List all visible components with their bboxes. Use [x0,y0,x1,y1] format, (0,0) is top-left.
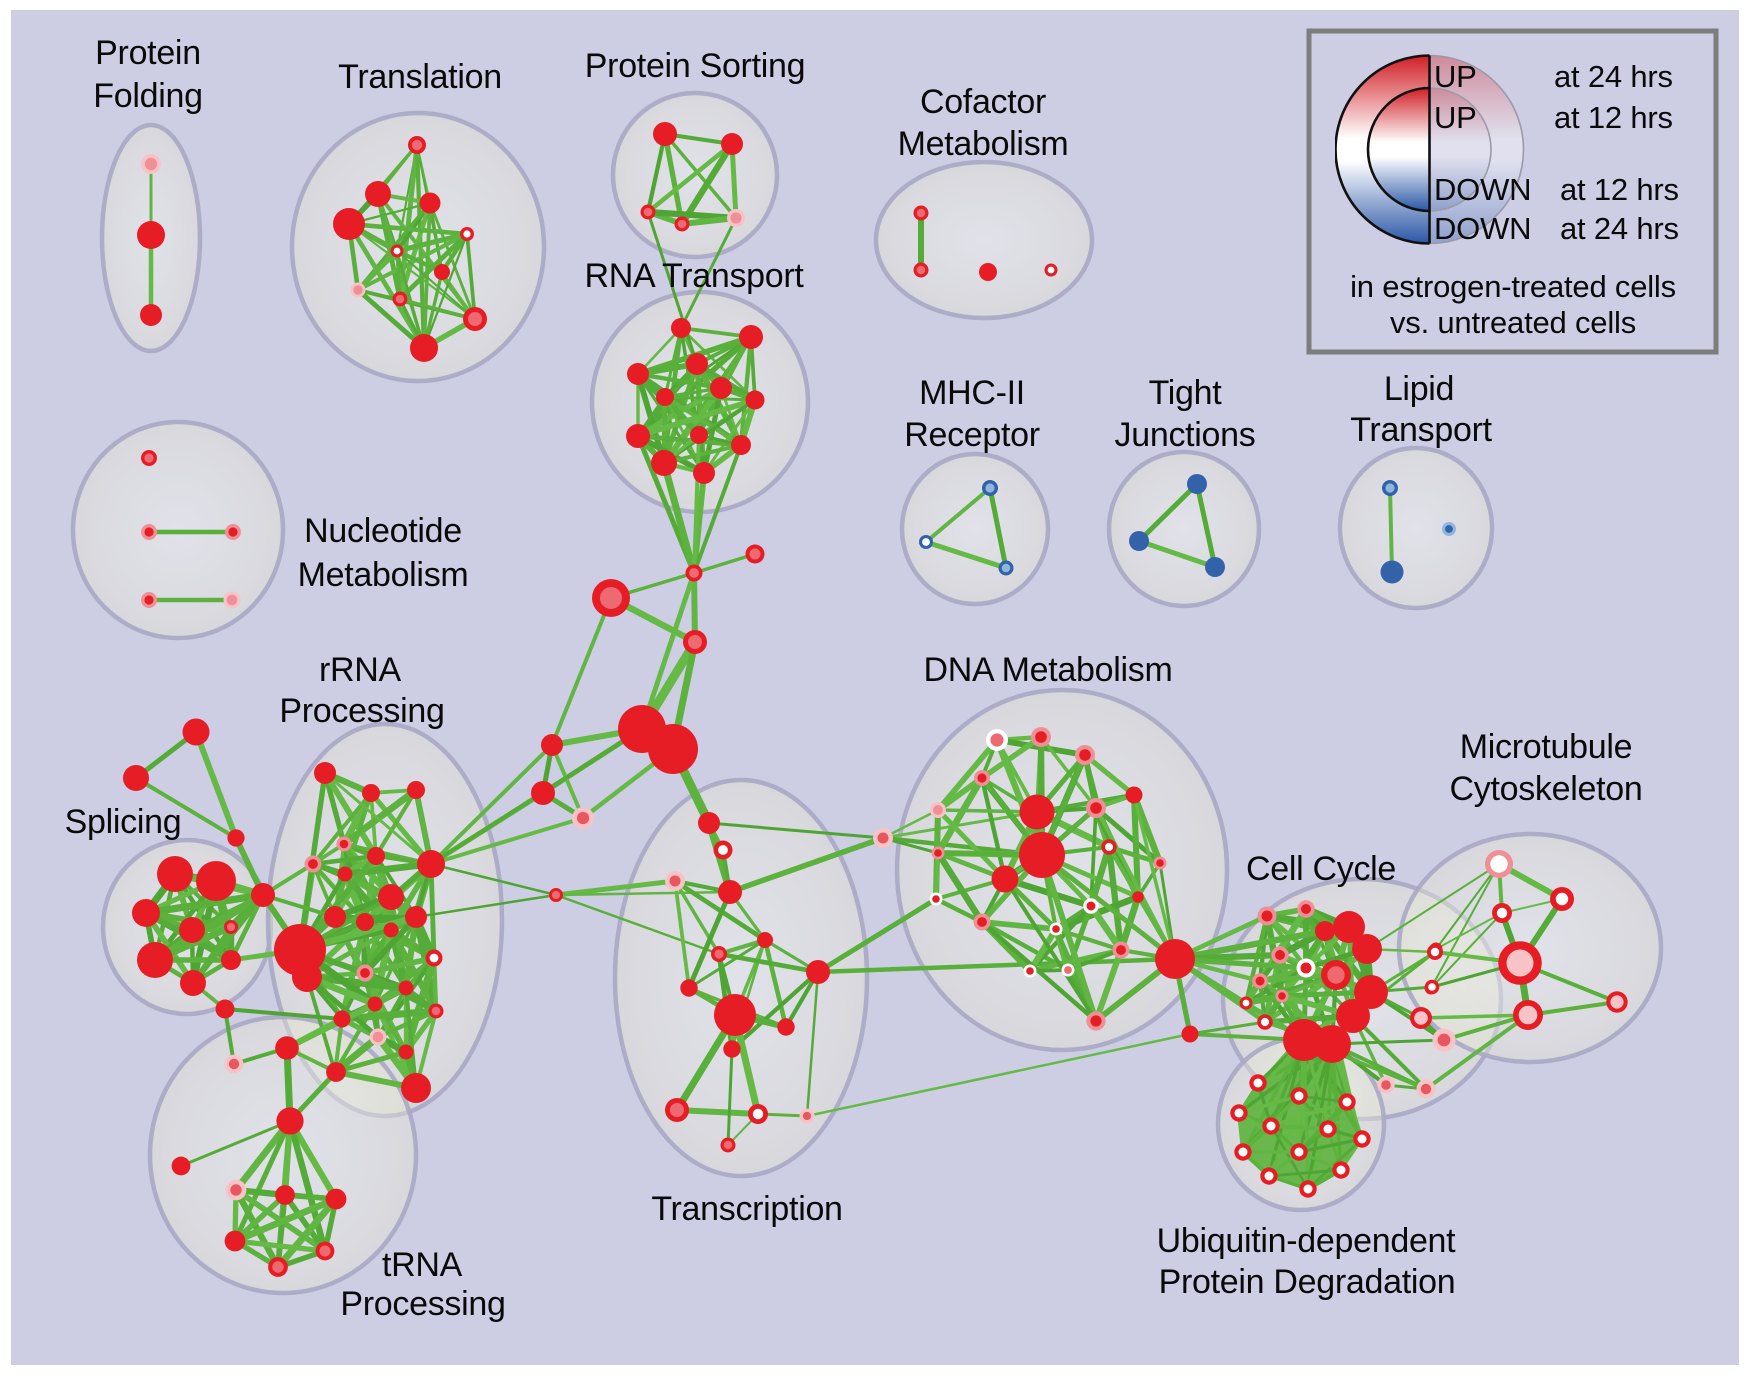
svg-text:Ubiquitin-dependent: Ubiquitin-dependent [1157,1222,1456,1260]
svg-text:Translation: Translation [338,58,502,96]
svg-text:vs. untreated cells: vs. untreated cells [1390,305,1636,340]
svg-text:Cytoskeleton: Cytoskeleton [1450,770,1643,808]
svg-text:Transport: Transport [1350,411,1492,449]
svg-text:Folding: Folding [93,77,202,115]
svg-text:Protein Sorting: Protein Sorting [585,47,805,85]
svg-text:Cell Cycle: Cell Cycle [1246,850,1396,888]
svg-text:RNA Transport: RNA Transport [584,257,804,295]
svg-text:at 24 hrs: at 24 hrs [1554,59,1673,94]
svg-text:Lipid: Lipid [1384,370,1454,408]
svg-text:Transcription: Transcription [651,1190,842,1228]
svg-text:Splicing: Splicing [65,803,182,841]
svg-text:tRNA: tRNA [382,1246,463,1284]
svg-text:DNA Metabolism: DNA Metabolism [924,651,1173,689]
svg-text:Tight: Tight [1149,374,1223,412]
svg-text:in estrogen-treated cells: in estrogen-treated cells [1350,269,1676,304]
svg-text:at 12 hrs: at 12 hrs [1560,172,1679,207]
svg-text:UP: UP [1434,100,1477,135]
svg-text:Protein Degradation: Protein Degradation [1159,1263,1456,1301]
svg-text:at 12 hrs: at 12 hrs [1554,100,1673,135]
svg-text:Nucleotide: Nucleotide [304,512,462,550]
svg-text:DOWN: DOWN [1434,211,1531,246]
svg-text:Junctions: Junctions [1115,416,1256,454]
svg-text:Cofactor: Cofactor [920,83,1046,121]
svg-text:Metabolism: Metabolism [298,556,469,594]
svg-text:DOWN: DOWN [1434,172,1531,207]
svg-text:Microtubule: Microtubule [1460,728,1632,766]
svg-text:Metabolism: Metabolism [898,125,1069,163]
svg-text:Processing: Processing [279,692,444,730]
svg-text:MHC-II: MHC-II [919,374,1025,412]
svg-text:at 24 hrs: at 24 hrs [1560,211,1679,246]
svg-text:Receptor: Receptor [904,416,1040,454]
svg-text:rRNA: rRNA [319,651,402,689]
svg-text:Protein: Protein [95,34,201,72]
svg-text:UP: UP [1434,59,1477,94]
svg-text:Processing: Processing [340,1285,505,1323]
